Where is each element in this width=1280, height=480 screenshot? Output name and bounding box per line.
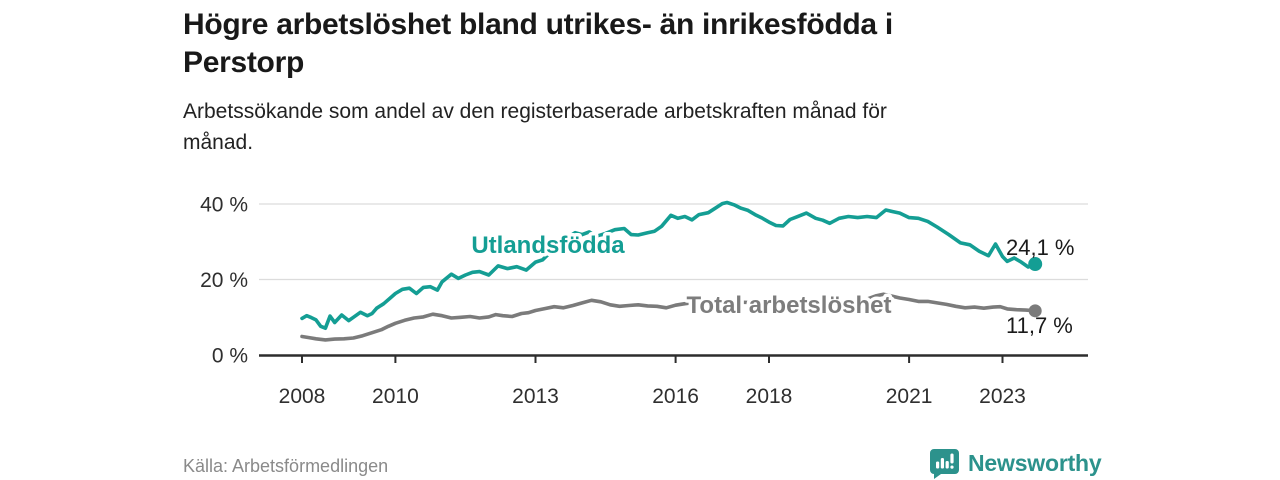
series-end-dot-total bbox=[1028, 304, 1042, 318]
newsworthy-logo-icon bbox=[930, 448, 959, 479]
y-tick-label: 20 % bbox=[200, 269, 248, 292]
series-line-total bbox=[300, 292, 1037, 342]
title-line2: Perstorp bbox=[183, 46, 304, 79]
series-end-dot-utlandsfodda bbox=[1028, 257, 1043, 272]
x-tick-label: 2008 bbox=[279, 385, 326, 408]
subtitle-line1: Arbetssökande som andel av den registerb… bbox=[183, 100, 887, 123]
series-label-utlandsfodda: Utlandsfödda bbox=[471, 232, 625, 259]
x-tick-label: 2023 bbox=[979, 385, 1026, 408]
chart-subtitle: Arbetssökande som andel av den registerb… bbox=[183, 96, 1143, 158]
series-label-total: Total arbetslöshet bbox=[687, 292, 892, 319]
x-tick-label: 2013 bbox=[512, 385, 559, 408]
source-note: Källa: Arbetsförmedlingen bbox=[183, 456, 389, 476]
page-title: Högre arbetslöshet bland utrikes- än inr… bbox=[183, 6, 1143, 82]
x-tick-label: 2021 bbox=[886, 385, 933, 408]
series-end-value-label: 24,1 % bbox=[1006, 235, 1075, 260]
x-tick-label: 2010 bbox=[372, 385, 419, 408]
title-line1: Högre arbetslöshet bland utrikes- än inr… bbox=[183, 8, 893, 41]
newsworthy-logo[interactable]: Newsworthy bbox=[929, 447, 1102, 479]
newsworthy-logo-text: Newsworthy bbox=[968, 449, 1102, 476]
x-tick-label: 2018 bbox=[746, 385, 793, 408]
y-tick-label: 40 % bbox=[200, 194, 248, 217]
series-line-utlandsfodda bbox=[300, 200, 1037, 331]
subtitle-line2: månad. bbox=[183, 131, 254, 154]
y-tick-label: 0 % bbox=[212, 345, 248, 368]
series-end-value-label: 11,7 % bbox=[1006, 313, 1073, 338]
x-tick-label: 2016 bbox=[652, 385, 699, 408]
